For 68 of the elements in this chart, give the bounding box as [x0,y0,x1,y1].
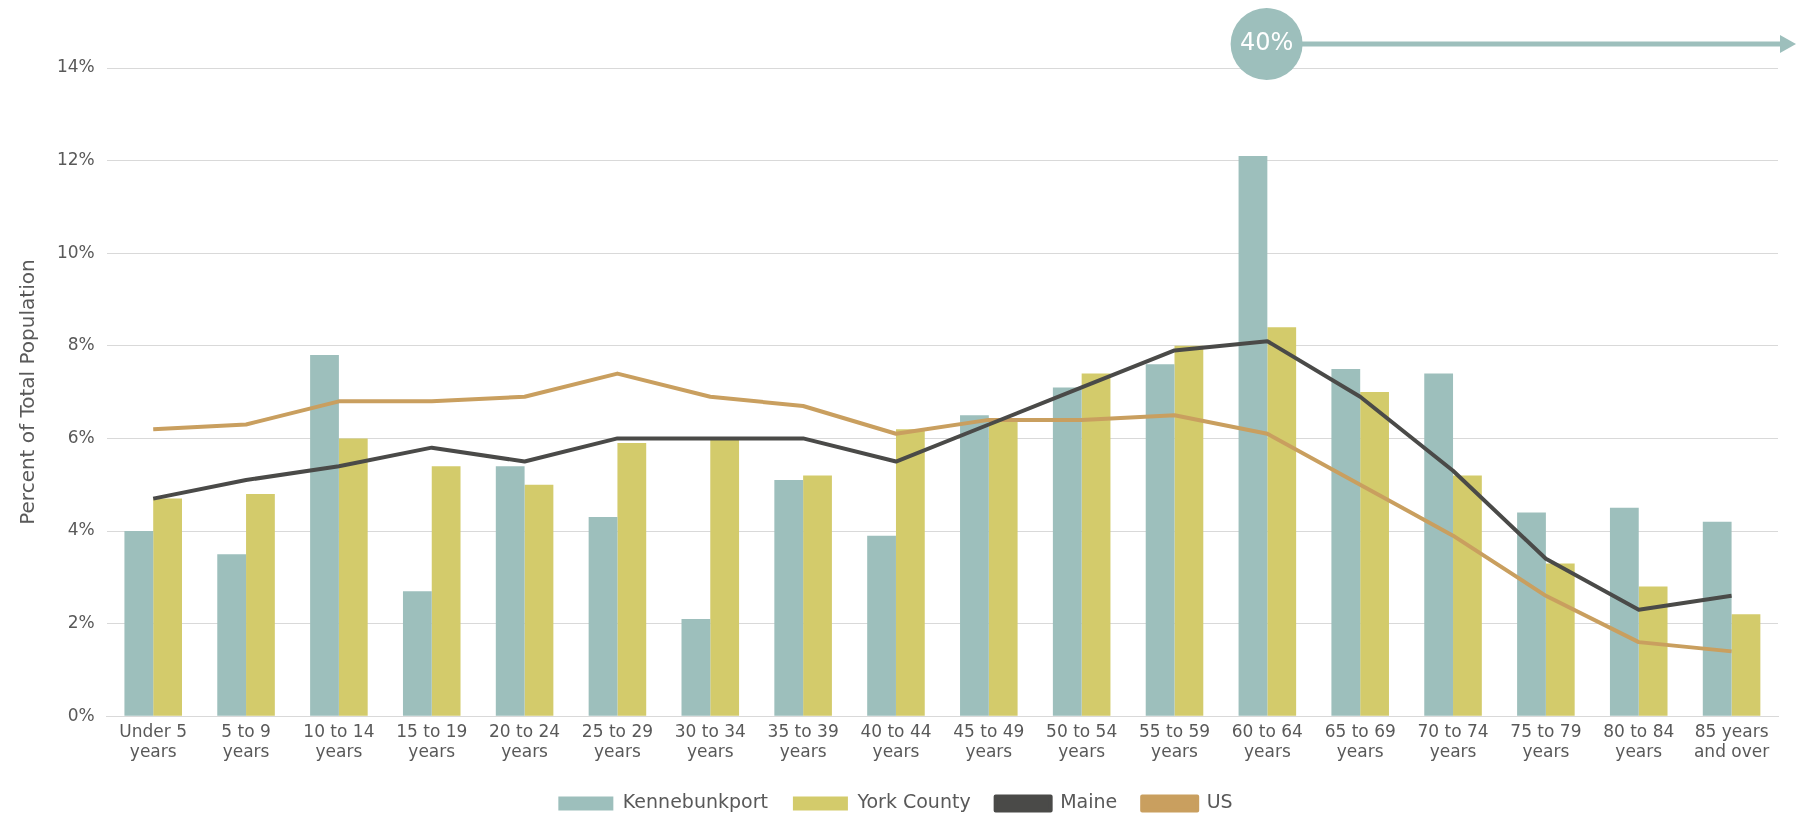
y-tick-label: 8% [67,334,95,355]
bar [710,438,740,716]
bar [1453,475,1482,716]
bar [1267,327,1297,716]
bar [431,466,461,716]
legend-label: Maine [1060,790,1118,813]
y-axis-title: Percent of Total Population [15,259,40,525]
bar [895,429,925,716]
bar [1238,155,1268,716]
bar [1174,345,1204,716]
bar [867,535,896,716]
y-tick-label: 0% [67,704,95,725]
bar [217,554,247,716]
bar [588,517,618,716]
x-tick-label: 30 to 34 years [674,720,746,762]
x-tick-label: 75 to 79 years [1510,720,1582,762]
x-tick-label: 70 to 74 years [1417,720,1489,762]
y-tick-label: 10% [56,241,95,262]
bar [1424,373,1454,716]
x-tick-label: 10 to 14 years [303,720,375,762]
x-tick-label: 15 to 19 years [396,720,468,762]
y-tick-label: 14% [56,56,95,77]
x-tick-label: 65 to 69 years [1324,720,1396,762]
y-tick-label: 2% [67,612,95,633]
x-tick-label: 55 to 59 years [1138,720,1211,762]
legend-label: US [1206,790,1233,813]
bar [1360,392,1389,716]
bar [1545,563,1575,716]
bar [1517,512,1546,716]
x-tick-label: 35 to 39 years [767,720,839,762]
y-tick-label: 12% [56,149,95,170]
bar [617,443,647,716]
bar [402,591,432,716]
bar [988,419,1018,716]
bar [246,493,275,716]
y-tick-label: 4% [67,519,95,540]
bar [1081,373,1111,716]
x-tick-label: 80 to 84 years [1603,720,1675,762]
bar [124,531,154,716]
bar [310,355,339,716]
bar [681,618,711,716]
bar [1145,364,1175,716]
legend-label: Kennebunkport [622,790,768,813]
x-tick-label: 5 to 9 years [221,720,271,762]
text: 40% [1239,28,1294,57]
bar [1731,614,1761,716]
bar [1609,507,1639,716]
x-tick-label: 25 to 29 years [581,720,653,762]
x-tick-label: 40 to 44 years [860,720,932,762]
bar [1702,521,1732,716]
x-tick-label: Under 5 years [119,720,188,762]
bar [1052,387,1082,716]
x-tick-label: 85 years and over [1693,720,1770,762]
bar [495,466,525,716]
x-tick-label: 50 to 54 years [1046,720,1118,762]
bar [338,438,368,716]
bar [1638,586,1668,716]
bar [803,475,832,716]
bar [774,480,804,716]
x-tick-label: 60 to 64 years [1231,720,1303,762]
legend-label: York County [856,790,971,813]
x-tick-label: 20 to 24 years [489,720,561,762]
x-tick-label: 45 to 49 years [953,720,1025,762]
bar [153,498,182,716]
bar [524,484,554,716]
bar [960,415,989,716]
y-tick-label: 6% [67,426,95,447]
bar [1331,368,1361,716]
